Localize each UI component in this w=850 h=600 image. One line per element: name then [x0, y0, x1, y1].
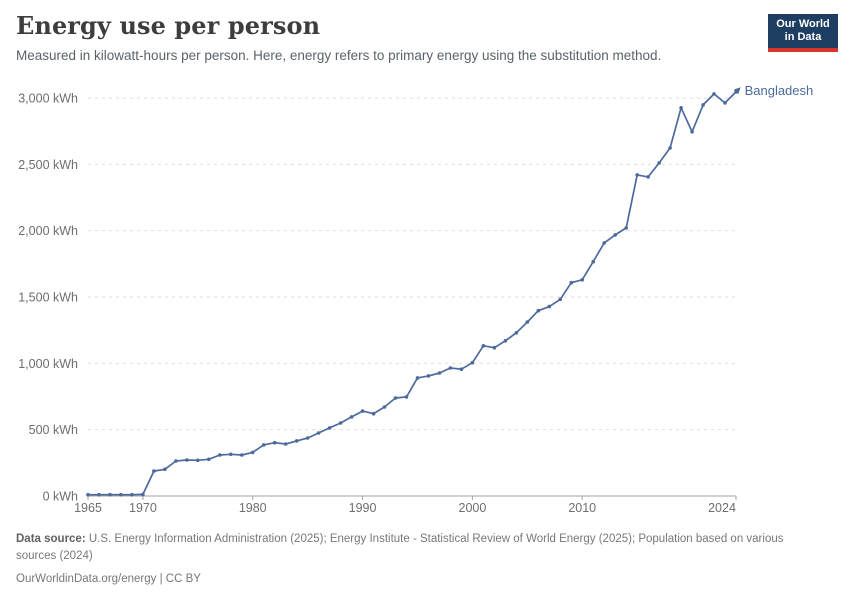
- y-axis-tick-label: 2,000 kWh: [18, 224, 78, 238]
- data-point: [602, 241, 606, 245]
- data-point: [349, 415, 354, 419]
- data-point: [580, 278, 584, 282]
- data-point: [130, 492, 134, 497]
- data-point: [119, 492, 123, 497]
- data-point: [547, 304, 552, 309]
- data-point: [712, 92, 716, 96]
- data-point: [569, 280, 574, 285]
- y-axis-tick-label: 1,000 kWh: [18, 357, 78, 371]
- data-point: [481, 344, 486, 348]
- chart-header: Energy use per person Measured in kilowa…: [16, 11, 834, 65]
- data-point: [393, 396, 398, 400]
- data-point: [218, 453, 222, 457]
- data-point: [415, 376, 420, 380]
- data-point: [261, 443, 266, 447]
- y-axis-tick-label: 2,500 kWh: [18, 158, 78, 172]
- x-axis-tick-label: 1970: [129, 501, 157, 515]
- data-point: [240, 453, 244, 457]
- x-axis-tick-label: 1965: [74, 501, 102, 515]
- y-axis-tick-label: 3,000 kWh: [18, 92, 78, 106]
- data-point: [152, 469, 156, 473]
- data-point: [382, 405, 387, 409]
- x-axis-tick-label: 1990: [349, 501, 377, 515]
- chart-footer: Data source: U.S. Energy Information Adm…: [16, 531, 818, 588]
- owid-logo-line1: Our World: [776, 18, 830, 30]
- x-axis-tick-label: 1980: [239, 501, 267, 515]
- data-point: [646, 175, 650, 179]
- x-axis-tick-label: 2010: [568, 501, 596, 515]
- data-point: [174, 459, 178, 463]
- data-point: [679, 106, 683, 110]
- data-point: [371, 411, 376, 416]
- series-label-bangladesh: Bangladesh: [744, 82, 814, 98]
- data-point: [360, 409, 365, 413]
- data-point: [558, 297, 563, 302]
- data-source-text: U.S. Energy Information Administration (…: [16, 533, 784, 562]
- data-point: [185, 458, 189, 462]
- data-point: [701, 103, 705, 107]
- data-point: [108, 492, 112, 497]
- data-point: [525, 320, 530, 324]
- data-point: [624, 226, 628, 230]
- chart-subtitle: Measured in kilowatt-hours per person. H…: [16, 47, 662, 63]
- page-title: Energy use per person: [16, 11, 321, 40]
- data-point: [229, 452, 233, 457]
- data-point: [668, 146, 672, 150]
- data-point: [283, 442, 288, 446]
- permalink-license-link[interactable]: OurWorldinData.org/energy | CC BY: [16, 573, 201, 586]
- data-point: [503, 339, 508, 343]
- owid-logo-line2: in Data: [784, 31, 822, 43]
- data-point: [690, 130, 694, 134]
- data-point: [536, 308, 541, 313]
- data-point: [316, 431, 321, 435]
- data-point: [492, 345, 497, 350]
- data-point: [97, 492, 101, 497]
- y-axis-tick-label: 1,500 kWh: [18, 291, 78, 305]
- data-point: [327, 426, 332, 430]
- data-point: [338, 421, 343, 425]
- data-point: [207, 457, 211, 462]
- data-point: [404, 395, 409, 399]
- data-point: [437, 371, 442, 375]
- data-point: [657, 161, 661, 165]
- data-point: [448, 366, 453, 370]
- data-point: [635, 173, 639, 177]
- data-point: [470, 360, 475, 365]
- x-axis-tick-label: 2024: [708, 501, 736, 515]
- data-point: [591, 259, 595, 264]
- data-point: [141, 492, 145, 497]
- data-point: [514, 331, 519, 335]
- data-point: [613, 233, 617, 237]
- data-point: [86, 492, 90, 497]
- data-source-label: Data source:: [16, 533, 86, 545]
- data-line-bangladesh[interactable]: [87, 91, 737, 496]
- y-axis-tick-label: 0 kWh: [43, 490, 78, 504]
- data-point: [305, 436, 310, 440]
- y-axis-tick-label: 500 kWh: [29, 423, 78, 437]
- data-point: [196, 458, 200, 463]
- line-end-arrow-icon: [733, 87, 741, 95]
- data-point: [294, 439, 299, 443]
- x-axis-tick-label: 2000: [459, 501, 487, 515]
- data-point: [426, 374, 431, 378]
- data-point: [723, 101, 727, 105]
- data-point: [250, 450, 255, 455]
- data-point: [459, 367, 464, 372]
- owid-logo[interactable]: Our World in Data: [768, 14, 838, 52]
- data-point: [272, 440, 277, 445]
- data-point: [163, 467, 167, 472]
